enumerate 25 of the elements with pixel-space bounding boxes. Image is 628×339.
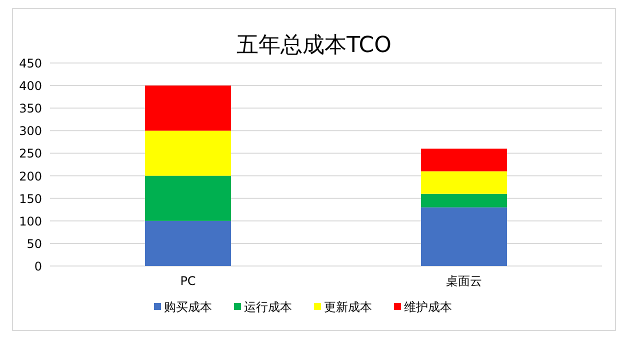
y-tick-label: 150 [19,192,42,206]
bar [421,171,507,194]
bar [145,176,231,221]
y-tick-label: 200 [19,169,42,184]
x-tick-label: PC [180,274,196,288]
bar [145,220,231,266]
y-tick-label: 250 [19,146,42,161]
bar [421,207,507,266]
bar [145,86,231,131]
y-tick-label: 400 [19,79,42,94]
legend-label: 维护成本 [404,300,452,314]
bar [145,130,231,176]
y-tick-label: 450 [19,56,42,70]
x-tick-label: 桌面云 [446,274,482,288]
y-tick-label: 300 [19,124,42,138]
y-tick-label: 350 [19,102,42,116]
y-tick-label: 50 [26,236,42,251]
bar [421,148,507,172]
legend-label: 更新成本 [324,300,372,314]
y-tick-label: 100 [19,214,42,228]
legend-label: 运行成本 [244,300,292,314]
legend-label: 购买成本 [164,300,212,314]
bar [421,194,507,208]
y-tick-label: 0 [34,260,42,274]
chart-title: 五年总成本TCO [236,33,392,58]
